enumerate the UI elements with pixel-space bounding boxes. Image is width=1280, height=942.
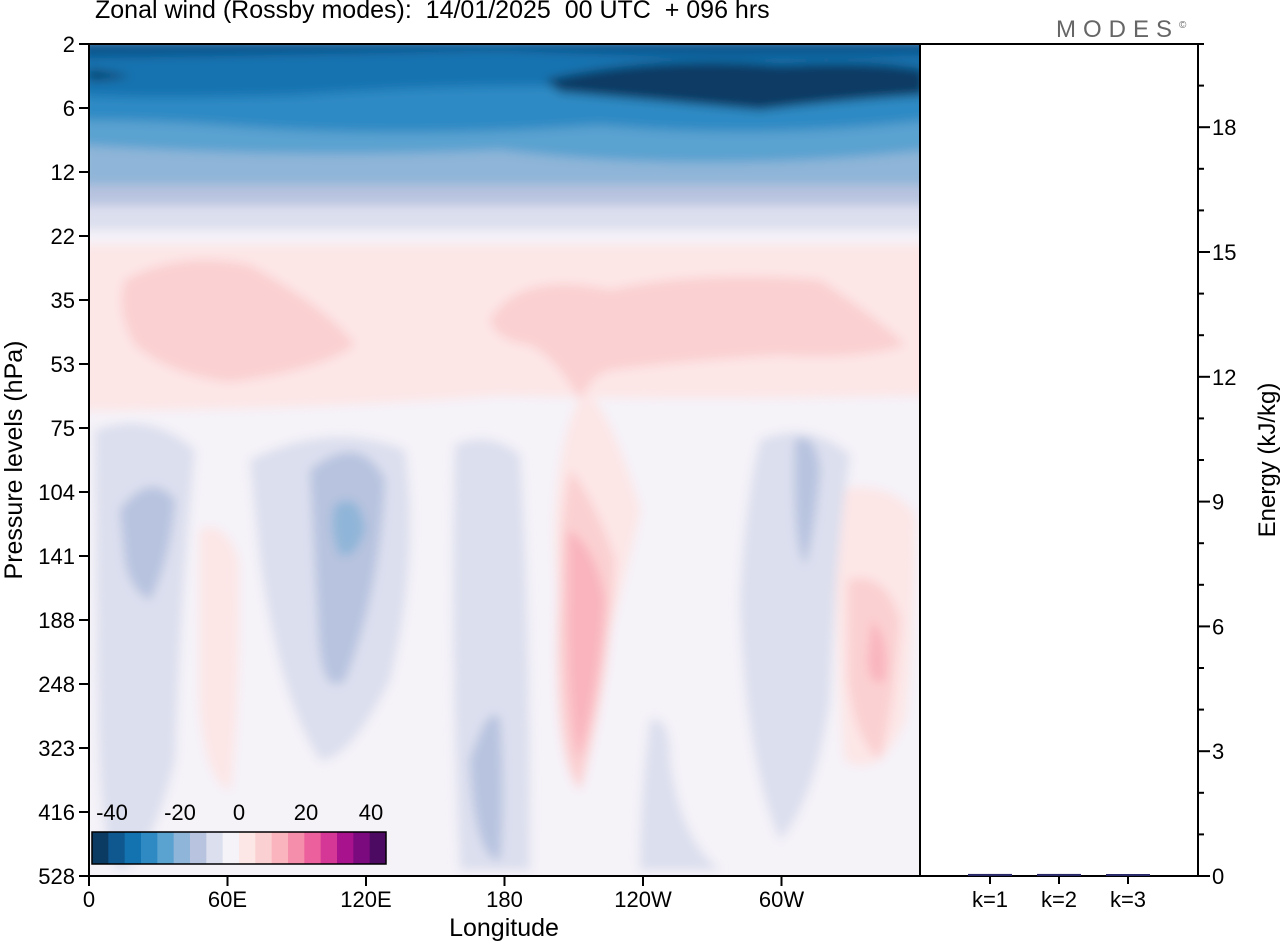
x-tick-label: 60W [759,887,804,912]
y-tick-label: 75 [51,416,75,441]
x-tick-label: 120W [614,887,672,912]
y-tick-label: 416 [38,800,75,825]
energy-tick-label: 6 [1212,614,1224,639]
colorbar-swatch [288,832,305,864]
colorbar-swatch [369,832,387,864]
colorbar-tick-label: -40 [96,800,128,825]
y-tick-label: 53 [51,352,75,377]
x-tick-label: 180 [486,887,523,912]
colorbar-swatch [239,832,256,864]
colorbar-swatch [304,832,322,864]
colorbar-swatch [337,832,354,864]
logo-mark: © [1179,20,1187,31]
colorbar-tick-label: 40 [359,800,383,825]
y-tick-label: 323 [38,736,75,761]
pressure-axis: 2 6 12 22 35 53 75 104 141 188 248 323 416 528 [38,32,89,889]
colorbar-swatch [255,832,273,864]
energy-frame [919,43,1199,877]
energy-bar [1106,874,1150,876]
colorbar-tick-label: -20 [164,800,196,825]
energy-tick-label: 15 [1212,240,1236,265]
energy-bar [1037,873,1081,876]
colorbar-swatch [173,832,191,864]
y-tick-label: 188 [38,608,75,633]
logo-text: MODES [1056,16,1180,43]
colorbar-frame [91,831,387,865]
energy-bar [968,873,1012,876]
energy-tick-label: 9 [1212,490,1224,515]
chart-title: Zonal wind (Rossby modes): 14/01/2025 00… [95,0,770,24]
longitude-axis: 0 60E 120E 180 120W 60W [83,876,804,912]
colorbar-swatch [141,832,158,864]
energy-tick-label: 3 [1212,739,1224,764]
colorbar-tick-label: 0 [233,800,245,825]
y-tick-label: 6 [63,96,75,121]
x-axis-label: Longitude [449,914,559,942]
colorbar-swatch [353,832,371,864]
y-tick-label: 528 [38,864,75,889]
y-tick-label: 104 [38,480,75,505]
energy-tick-label: 18 [1212,115,1236,140]
colorbar-swatch [157,832,175,864]
energy-tick-label: 0 [1212,864,1224,889]
colorbar: -40 -20 0 20 40 [91,800,387,865]
energy-axis: 0 3 6 9 12 15 18 [1198,43,1236,889]
colorbar-swatch [222,832,240,864]
colorbar-tick-label: 20 [294,800,318,825]
y-tick-label: 2 [63,32,75,57]
colorbar-swatch [124,832,142,864]
x-tick-label: 0 [83,887,95,912]
energy-axis-label: Energy (kJ/kg) [1254,383,1280,538]
colorbar-swatch [190,832,207,864]
colorbar-swatch [320,832,338,864]
energy-category-label: k=1 [972,887,1008,912]
y-tick-label: 12 [51,160,75,185]
x-tick-label: 120E [340,887,391,912]
colorbar-swatch [108,832,126,864]
y-axis-label: Pressure levels (hPa) [0,341,28,580]
energy-category-label: k=3 [1110,887,1146,912]
energy-tick-label: 12 [1212,365,1236,390]
x-tick-label: 60E [208,887,247,912]
y-tick-label: 248 [38,672,75,697]
y-tick-label: 141 [38,544,75,569]
wind-field [89,44,920,876]
y-tick-label: 35 [51,288,75,313]
modes-logo: MODES© [1056,16,1186,44]
colorbar-swatch [206,832,224,864]
y-tick-label: 22 [51,224,75,249]
colorbar-swatch [92,832,109,864]
colorbar-swatch [271,832,289,864]
energy-bars: k=1 k=2 k=3 [968,873,1150,912]
energy-category-label: k=2 [1041,887,1077,912]
